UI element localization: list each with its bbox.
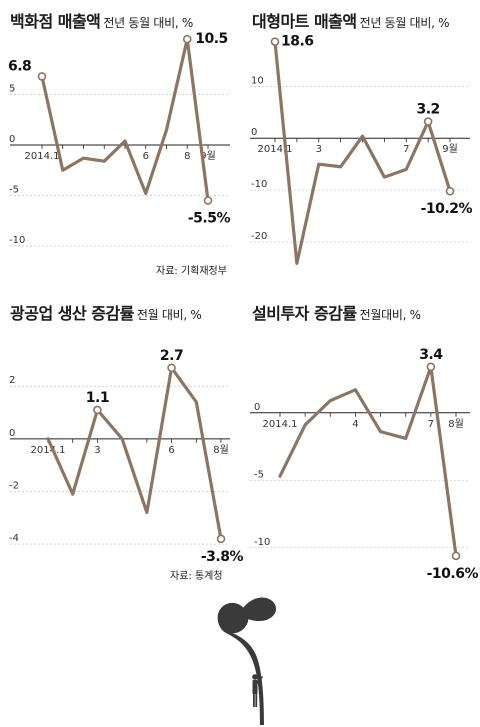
chart-title: 백화점 매출액 전년 동월 대비, % <box>10 8 193 32</box>
y-tick-label: -5 <box>9 184 19 195</box>
line-chart-facility-investment: 0 -5 -10 2014.1 4 7 8월 3.4 -10.6% <box>250 347 479 582</box>
chart-source: 자료: 통계청 <box>170 571 223 582</box>
chart-title-unit: 전월대비, % <box>359 308 421 322</box>
y-tick-label: 2 <box>9 375 15 386</box>
x-tick-label: 2014.1 <box>263 419 298 430</box>
y-tick-label: -10 <box>9 235 25 246</box>
y-tick-label: -5 <box>254 469 264 480</box>
chart-title-main: 광공업 생산 증감률 <box>10 304 134 323</box>
sprout-person-illustration <box>217 597 277 725</box>
chart-panel-industrial-production: 광공업 생산 증감률 전월 대비, % 2 0 -2 -4 2014.1 3 6 8월 1.1 2.… <box>0 292 244 592</box>
chart-source: 자료: 기획재정부 <box>156 266 227 277</box>
x-tick-label: 2014.1 <box>258 144 293 155</box>
x-tick-label: 3 <box>94 445 100 456</box>
y-tick-label: 5 <box>9 84 15 95</box>
x-tick-label: 6 <box>168 445 174 456</box>
data-point <box>37 72 47 81</box>
data-label: -5.5% <box>188 211 231 227</box>
chart-panel-department-store: 백화점 매출액 전년 동월 대비, % 5 0 -5 -10 2014.1 6 8 9월 6.8 1… <box>0 0 240 300</box>
x-tick-label: 3 <box>316 144 322 155</box>
data-label: 3.4 <box>419 347 443 363</box>
data-point <box>423 117 433 126</box>
chart-title-unit: 전월 대비, % <box>136 308 202 322</box>
chart-title-main: 설비투자 증감률 <box>252 304 357 323</box>
x-tick-label: 8월 <box>213 444 229 456</box>
data-point <box>182 34 192 44</box>
y-tick-label: -10 <box>251 179 267 190</box>
chart-title-main: 대형마트 매출액 <box>252 12 357 31</box>
series-line <box>273 40 452 265</box>
line-chart-large-mart: 10 0 -10 -20 2014.1 3 7 9월 18.6 3.2 -10.2% <box>250 34 473 265</box>
series-line <box>278 365 458 558</box>
chart-title-unit: 전년 동월 대비, % <box>359 16 450 30</box>
y-tick-label: 10 <box>251 75 264 86</box>
data-label: 6.8 <box>8 58 31 74</box>
chart-title: 대형마트 매출액 전년 동월 대비, % <box>252 8 450 32</box>
x-tick-label: 6 <box>143 151 149 162</box>
data-label: 2.7 <box>160 348 183 364</box>
data-point <box>270 37 280 46</box>
x-tick-label: 9월 <box>442 143 458 155</box>
series-line <box>40 37 210 203</box>
data-point <box>93 405 102 415</box>
chart-panel-large-mart: 대형마트 매출액 전년 동월 대비, % 10 0 -10 -20 2014.1 3 7 9월 1… <box>240 0 480 300</box>
x-tick-label: 2014.1 <box>25 151 60 162</box>
data-label: 3.2 <box>416 102 439 118</box>
chart-title: 설비투자 증감률 전월대비, % <box>252 300 421 324</box>
chart-panel-facility-investment: 설비투자 증감률 전월대비, % 0 -5 -10 2014.1 4 7 8월 3.4 -10.6… <box>240 292 480 592</box>
data-label: -10.2% <box>421 201 473 217</box>
person-silhouette-icon <box>252 674 263 707</box>
x-tick-label: 2014.1 <box>31 445 66 456</box>
data-label: 1.1 <box>86 390 109 406</box>
y-tick-label: -4 <box>9 533 19 544</box>
data-point <box>451 551 461 561</box>
data-label: -3.8% <box>201 549 244 565</box>
sprout-icon <box>217 597 277 725</box>
data-label: 18.6 <box>281 34 314 50</box>
line-chart-industrial-production: 2 0 -2 -4 2014.1 3 6 8월 1.1 2.7 -3.8% <box>9 348 244 565</box>
y-tick-label: -2 <box>9 480 19 491</box>
y-tick-label: 0 <box>251 127 257 138</box>
chart-title: 광공업 생산 증감률 전월 대비, % <box>10 300 202 324</box>
y-tick-label: 0 <box>9 428 15 439</box>
y-tick-label: 0 <box>254 402 260 413</box>
x-tick-label: 4 <box>352 419 358 430</box>
x-tick-label: 7 <box>428 419 434 430</box>
series-line <box>46 366 223 541</box>
data-point <box>203 196 213 205</box>
data-point <box>167 363 176 373</box>
data-point <box>426 362 436 372</box>
data-point <box>445 186 455 196</box>
x-tick-label: 7 <box>403 144 409 155</box>
y-tick-label: 0 <box>9 134 15 145</box>
chart-title-main: 백화점 매출액 <box>10 12 101 31</box>
x-tick-label: 8 <box>184 151 190 162</box>
y-tick-label: -10 <box>254 537 270 548</box>
data-point <box>216 534 226 544</box>
data-label: 10.5 <box>195 31 228 47</box>
y-tick-label: -20 <box>251 231 267 242</box>
data-label: -10.6% <box>427 566 479 582</box>
x-tick-label: 8월 <box>448 418 464 430</box>
chart-title-unit: 전년 동월 대비, % <box>103 16 193 30</box>
